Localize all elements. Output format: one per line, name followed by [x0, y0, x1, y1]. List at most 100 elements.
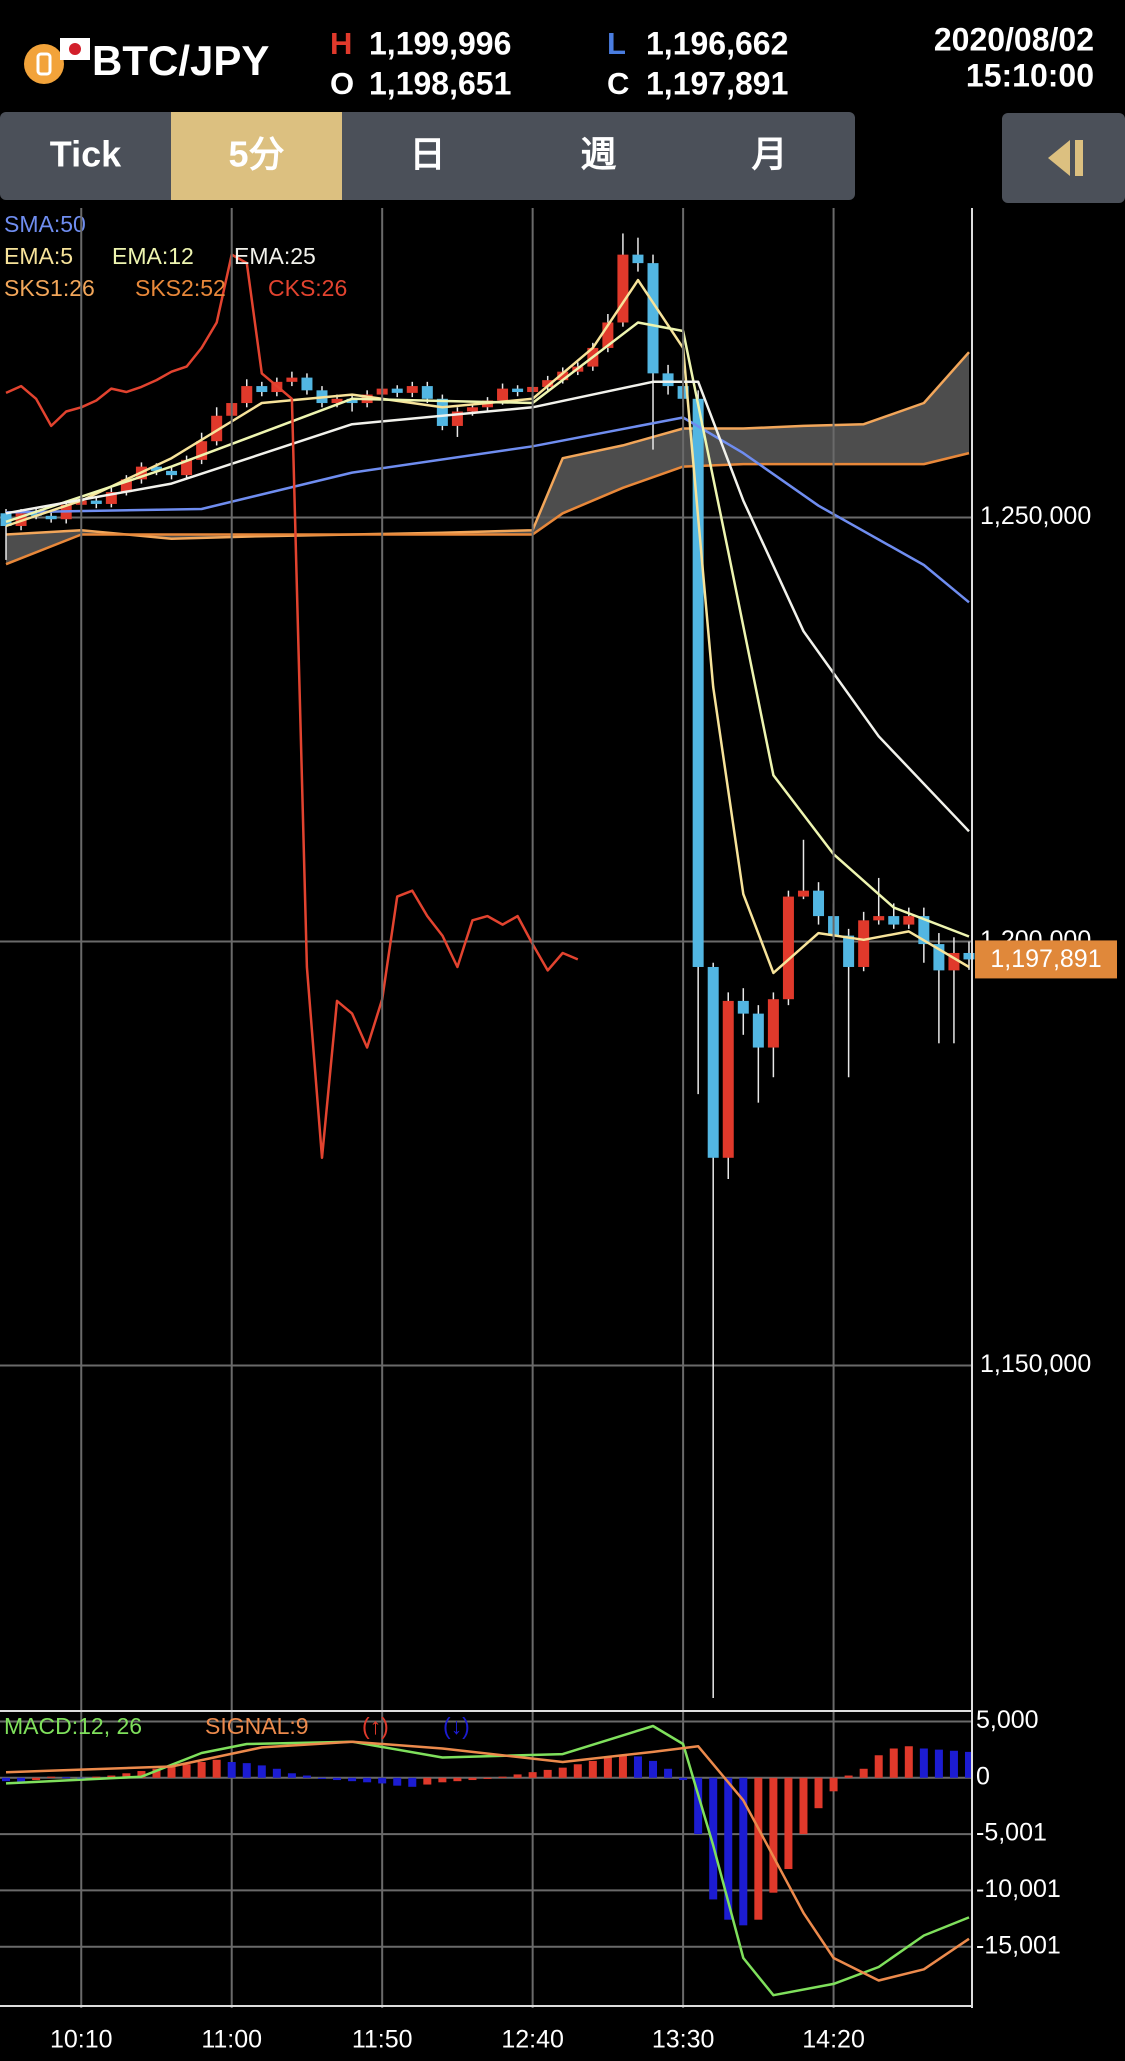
candle-body — [933, 944, 945, 971]
legend-entry: SIGNAL:9 — [205, 1713, 309, 1739]
candle-body — [692, 398, 704, 967]
histogram-bar — [889, 1748, 898, 1778]
macd-line — [5, 1740, 970, 1982]
histogram-bar — [438, 1777, 447, 1783]
tab[interactable] — [171, 112, 342, 200]
histogram-bar — [633, 1756, 642, 1778]
y-tick-label: -10,001 — [976, 1875, 1061, 1903]
candle-body — [602, 322, 614, 348]
candle-body — [918, 916, 930, 945]
histogram-bar — [844, 1775, 853, 1778]
histogram-bar — [167, 1766, 176, 1778]
histogram-bar — [453, 1777, 462, 1782]
histogram-bar — [558, 1767, 567, 1778]
x-tick-label: 11:00 — [201, 2026, 262, 2054]
histogram-bar — [62, 1777, 71, 1779]
histogram-bar — [573, 1764, 582, 1778]
histogram-bar — [2, 1777, 11, 1782]
date: 2020/08/02 — [934, 21, 1094, 57]
legend-entry: SKS1:26 — [4, 275, 95, 301]
histogram-bar — [528, 1772, 537, 1778]
candle-body — [737, 1000, 749, 1014]
candle-body — [782, 896, 794, 1000]
histogram-bar — [152, 1768, 161, 1778]
histogram-bar — [679, 1777, 688, 1781]
histogram-bar — [769, 1777, 778, 1893]
histogram-bar — [874, 1755, 883, 1778]
candle-body — [105, 492, 117, 504]
histogram-bar — [934, 1749, 943, 1778]
candle-body — [120, 479, 132, 493]
candle-body — [436, 398, 448, 426]
histogram-bar — [618, 1755, 627, 1778]
candle-body — [150, 466, 162, 471]
tab-label[interactable]: Tick — [50, 134, 122, 175]
flag-dot — [69, 43, 81, 55]
ichimoku-cloud — [6, 352, 969, 565]
candle-body — [963, 952, 975, 960]
histogram-bar — [904, 1746, 913, 1778]
high-value: 1,199,996 — [369, 25, 511, 61]
indicator-line — [5, 253, 579, 1160]
low-value: 1,196,662 — [646, 25, 788, 61]
histogram-bar — [333, 1777, 342, 1781]
histogram-bar — [287, 1773, 296, 1778]
histogram-bar — [964, 1751, 973, 1778]
coin-icon — [24, 44, 64, 84]
histogram-bar — [814, 1777, 823, 1809]
tab-label[interactable]: 日 — [409, 134, 445, 175]
histogram-bar — [468, 1777, 477, 1781]
candle-body — [286, 377, 298, 382]
histogram-bar — [543, 1769, 552, 1778]
candle-body — [346, 398, 358, 404]
histogram-bar — [423, 1777, 432, 1785]
y-tick-label: 5,000 — [976, 1706, 1039, 1734]
histogram-bar — [949, 1750, 958, 1778]
legend-entry: EMA:12 — [112, 243, 194, 269]
candle-body — [451, 411, 463, 426]
histogram-bar — [694, 1777, 703, 1835]
coin-glyph — [36, 52, 52, 76]
header: BTC/JPY H 1,199,996 O 1,198,651 L 1,196,… — [24, 21, 1094, 101]
legend-entry: SKS2:52 — [135, 275, 226, 301]
tab-label[interactable]: 週 — [580, 134, 616, 175]
candle-body — [45, 515, 57, 520]
ichimoku-line — [5, 351, 970, 540]
histogram-bar — [829, 1777, 838, 1792]
candle-body — [406, 386, 418, 393]
y-tick-label: 0 — [976, 1762, 990, 1790]
tab-label[interactable]: 5分 — [228, 134, 284, 175]
candle-body — [707, 966, 719, 1158]
histogram-bar — [664, 1768, 673, 1778]
legend-entry: SMA:50 — [4, 211, 86, 237]
tab-label[interactable]: 月 — [751, 134, 787, 175]
candle-body — [843, 935, 855, 967]
histogram-bar — [17, 1777, 26, 1783]
legend-entry: EMA:5 — [4, 243, 73, 269]
histogram-bar — [754, 1777, 763, 1920]
macd-line — [5, 1724, 970, 1997]
candle-body — [888, 916, 900, 925]
y-tick-label: -15,001 — [976, 1931, 1061, 1959]
histogram-bar — [182, 1764, 191, 1778]
histogram-bar — [317, 1777, 326, 1779]
histogram-bar — [649, 1760, 658, 1778]
histogram-bar — [197, 1762, 206, 1778]
candle-body — [858, 920, 870, 967]
indicator-line — [5, 380, 970, 833]
histogram-bar — [272, 1768, 281, 1778]
histogram-bar — [302, 1775, 311, 1778]
candle-body — [752, 1013, 764, 1048]
open-value: 1,198,651 — [369, 65, 511, 101]
candle-body — [391, 388, 403, 393]
histogram-bar — [32, 1777, 41, 1781]
histogram-bar — [724, 1777, 733, 1920]
histogram-bar — [498, 1776, 507, 1778]
legend-entry: EMA:25 — [234, 243, 316, 269]
candle-body — [331, 398, 343, 404]
candle-body — [813, 890, 825, 917]
histogram-bar — [107, 1775, 116, 1778]
histogram-bar — [709, 1777, 718, 1900]
